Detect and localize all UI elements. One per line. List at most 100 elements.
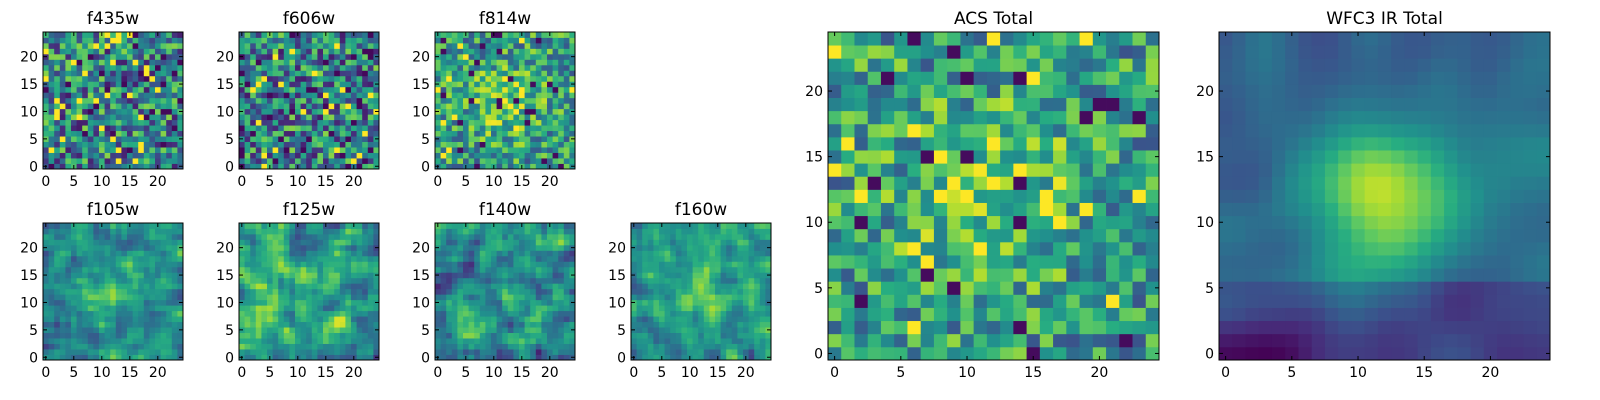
heatmap-cell <box>311 130 318 137</box>
heatmap-cell <box>569 255 576 262</box>
heatmap-cell <box>306 272 313 279</box>
heatmap-cell <box>692 250 699 257</box>
heatmap-cell <box>166 239 173 246</box>
axes-frame <box>238 31 380 170</box>
heatmap-cell <box>653 233 660 240</box>
heatmap-cell <box>642 228 649 235</box>
heatmap-cell <box>43 310 49 317</box>
heatmap-cell <box>87 86 94 93</box>
heatmap-cell <box>323 288 329 295</box>
heatmap-cell <box>362 152 369 159</box>
heatmap-cell <box>743 299 749 306</box>
heatmap-cell <box>435 103 441 110</box>
heatmap-cell <box>104 305 111 312</box>
heatmap-cell <box>880 202 895 217</box>
heatmap-cell <box>653 349 660 355</box>
heatmap-cell <box>93 294 100 301</box>
heatmap-cell <box>278 283 285 290</box>
heatmap-cell <box>1079 189 1094 203</box>
axes-frame <box>238 222 380 361</box>
heatmap-cell <box>535 97 542 104</box>
heatmap-cell <box>653 305 660 312</box>
heatmap-cell <box>93 288 100 295</box>
heatmap-cell <box>880 294 895 308</box>
heatmap-cell <box>121 310 128 317</box>
heatmap-cell <box>519 266 525 273</box>
heatmap-cell <box>143 244 150 251</box>
heatmap-cell <box>87 158 94 164</box>
heatmap-cell <box>177 294 184 301</box>
heatmap-cell <box>300 239 307 246</box>
heatmap-cell <box>138 42 145 49</box>
heatmap-cell <box>87 37 94 44</box>
heatmap-cell <box>947 241 961 256</box>
heatmap-cell <box>373 288 380 295</box>
heatmap-cell <box>841 320 855 335</box>
heatmap-cell <box>295 37 301 44</box>
heatmap-cell <box>149 70 156 77</box>
heatmap-cell <box>519 152 525 159</box>
heatmap-cell <box>93 332 100 339</box>
heatmap-cell <box>692 277 699 284</box>
heatmap-cell <box>339 108 346 115</box>
heatmap-cell <box>1092 189 1107 203</box>
heatmap-cell <box>563 310 570 317</box>
heatmap-cell <box>552 64 559 71</box>
heatmap-cell <box>177 59 184 66</box>
heatmap-cell <box>653 288 660 295</box>
heatmap-cell <box>93 244 100 251</box>
heatmap-cell <box>754 223 761 229</box>
heatmap-cell <box>675 277 682 284</box>
heatmap-cell <box>513 37 520 44</box>
heatmap-cell <box>261 48 268 55</box>
heatmap-cell <box>547 119 553 126</box>
heatmap-cell <box>496 37 503 44</box>
heatmap-cell <box>155 119 161 126</box>
heatmap-cell <box>519 343 525 350</box>
heatmap-cell <box>87 332 94 339</box>
heatmap-cell <box>519 141 525 148</box>
heatmap-cell <box>177 114 184 121</box>
heatmap-cell <box>160 97 167 104</box>
heatmap-cell <box>65 332 72 339</box>
heatmap-cell <box>143 316 150 323</box>
heatmap-cell <box>748 288 755 295</box>
heatmap-cell <box>563 277 570 284</box>
heatmap-cell <box>519 255 525 262</box>
heatmap-cell <box>474 343 481 350</box>
heatmap-cell <box>920 268 935 282</box>
heatmap-cell <box>356 261 363 268</box>
heatmap-cell <box>841 150 855 164</box>
heatmap-cell <box>345 283 352 290</box>
heatmap-cell <box>530 288 537 295</box>
heatmap-cell <box>171 59 178 66</box>
heatmap-cell <box>709 299 716 306</box>
heatmap-cell <box>278 277 285 284</box>
heatmap-cell <box>121 316 128 323</box>
heatmap-cell <box>328 70 335 77</box>
heatmap-cell <box>289 244 296 251</box>
heatmap-cell <box>513 349 520 355</box>
heatmap-cell <box>239 321 245 328</box>
heatmap-cell <box>1092 294 1107 308</box>
heatmap-cell <box>541 92 548 99</box>
heatmap-cell <box>149 250 156 257</box>
heatmap-cell <box>255 272 262 279</box>
heatmap-cell <box>841 228 855 243</box>
heatmap-cell <box>43 343 49 350</box>
heatmap-cell <box>670 316 677 323</box>
heatmap-cell <box>351 119 357 126</box>
heatmap-cell <box>244 310 251 317</box>
heatmap-cell <box>647 272 654 279</box>
heatmap-cell <box>496 332 503 339</box>
heatmap-cell <box>894 307 908 322</box>
heatmap-cell <box>244 136 251 142</box>
heatmap-cell <box>166 327 173 333</box>
heatmap-cell <box>334 130 341 137</box>
heatmap-cell <box>99 349 105 355</box>
heatmap-cell <box>457 338 464 344</box>
heatmap-cell <box>754 250 761 257</box>
heatmap-cell <box>491 158 497 164</box>
heatmap-cell <box>99 92 105 99</box>
